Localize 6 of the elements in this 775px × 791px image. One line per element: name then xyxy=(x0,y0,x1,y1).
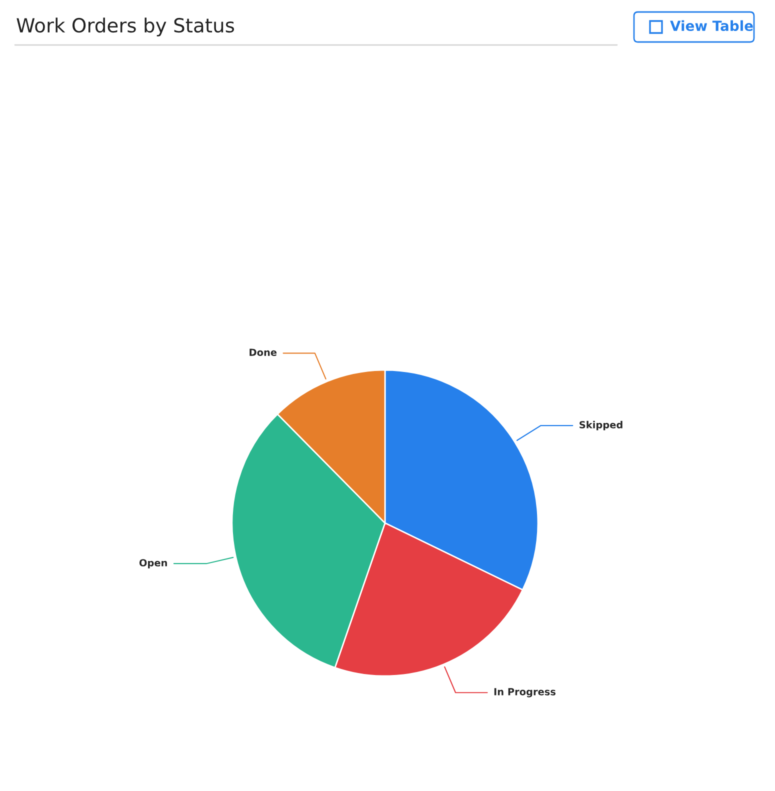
text: View Table xyxy=(670,20,753,32)
slice-label: Skipped xyxy=(580,420,622,430)
slice-label: Done xyxy=(250,348,277,356)
slice-label: In Progress xyxy=(494,688,556,698)
slice-label: Open xyxy=(139,559,167,568)
chart-title: Work Orders by Status xyxy=(16,18,234,36)
